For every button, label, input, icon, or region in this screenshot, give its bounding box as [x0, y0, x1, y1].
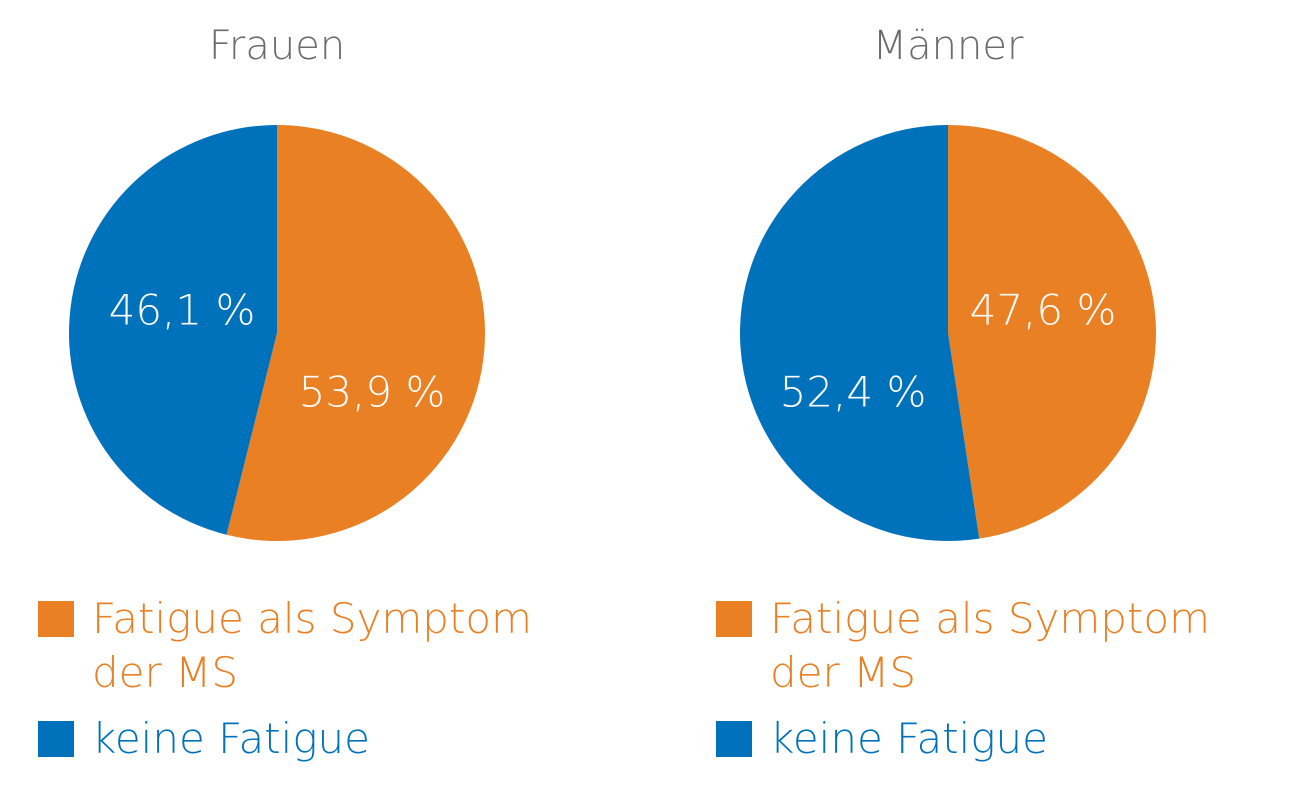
value-label: 52,4 % — [780, 368, 927, 417]
legend-label: Fatigue als Symptom der MS — [770, 594, 1210, 697]
legend: Fatigue als Symptom der MS keine Fatigue — [716, 592, 1236, 778]
legend: Fatigue als Symptom der MS keine Fatigue — [38, 592, 558, 778]
value-label: 46,1 % — [109, 286, 256, 335]
legend-label: keine Fatigue — [770, 714, 1048, 763]
pie-slice — [948, 125, 1157, 539]
legend-swatch — [38, 721, 74, 757]
legend-swatch — [716, 721, 752, 757]
legend-item: keine Fatigue — [716, 712, 1236, 766]
legend-swatch — [38, 601, 74, 637]
legend-label: keine Fatigue — [92, 714, 370, 763]
legend-label: Fatigue als Symptom der MS — [92, 594, 532, 697]
chart-title: Männer — [873, 23, 1024, 69]
legend-item: Fatigue als Symptom der MS — [38, 592, 558, 700]
legend-item: Fatigue als Symptom der MS — [716, 592, 1236, 700]
pie-slice — [69, 125, 278, 535]
pie-slice — [226, 125, 486, 541]
value-label: 53,9 % — [299, 368, 446, 417]
legend-item: keine Fatigue — [38, 712, 558, 766]
chart-title: Frauen — [209, 23, 345, 69]
pie-slice — [740, 125, 980, 541]
legend-swatch — [716, 601, 752, 637]
value-label: 47,6 % — [970, 286, 1117, 335]
